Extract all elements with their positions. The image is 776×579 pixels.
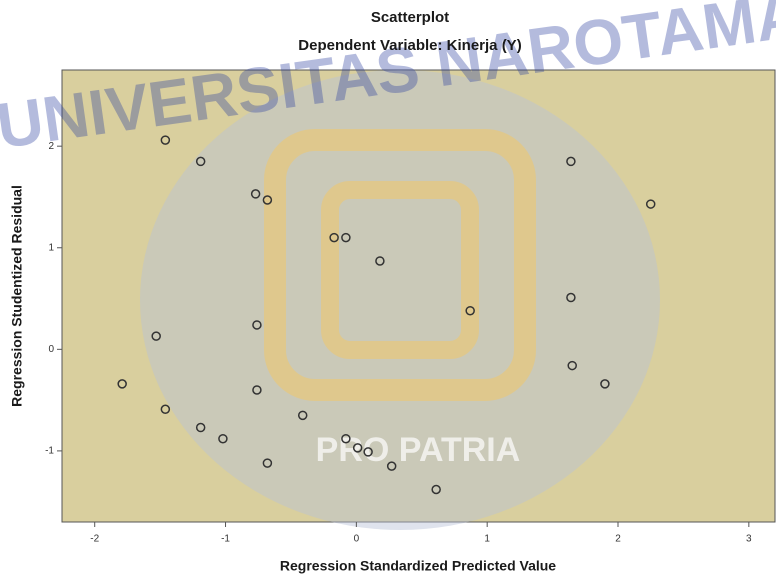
x-tick-label: 0: [354, 534, 360, 545]
x-tick-label: 1: [484, 534, 490, 545]
y-tick-label: 2: [48, 141, 54, 152]
y-tick-label: -1: [45, 446, 54, 457]
x-tick-label: -2: [90, 534, 99, 545]
y-axis-label: Regression Studentized Residual: [9, 185, 25, 407]
y-tick-label: 1: [48, 242, 54, 253]
x-axis-label: Regression Standardized Predicted Value: [280, 558, 556, 574]
chart: UNIVERSITAS NAROTAMA PRO PATRIA Scatterp…: [0, 0, 776, 579]
x-tick-label: 3: [746, 534, 752, 545]
chart-title: Scatterplot: [371, 9, 449, 26]
watermark-motto: PRO PATRIA: [316, 431, 521, 469]
y-tick-label: 0: [48, 344, 54, 355]
x-tick-label: 2: [615, 534, 621, 545]
chart-subtitle: Dependent Variable: Kinerja (Y): [298, 37, 521, 54]
x-tick-label: -1: [221, 534, 230, 545]
